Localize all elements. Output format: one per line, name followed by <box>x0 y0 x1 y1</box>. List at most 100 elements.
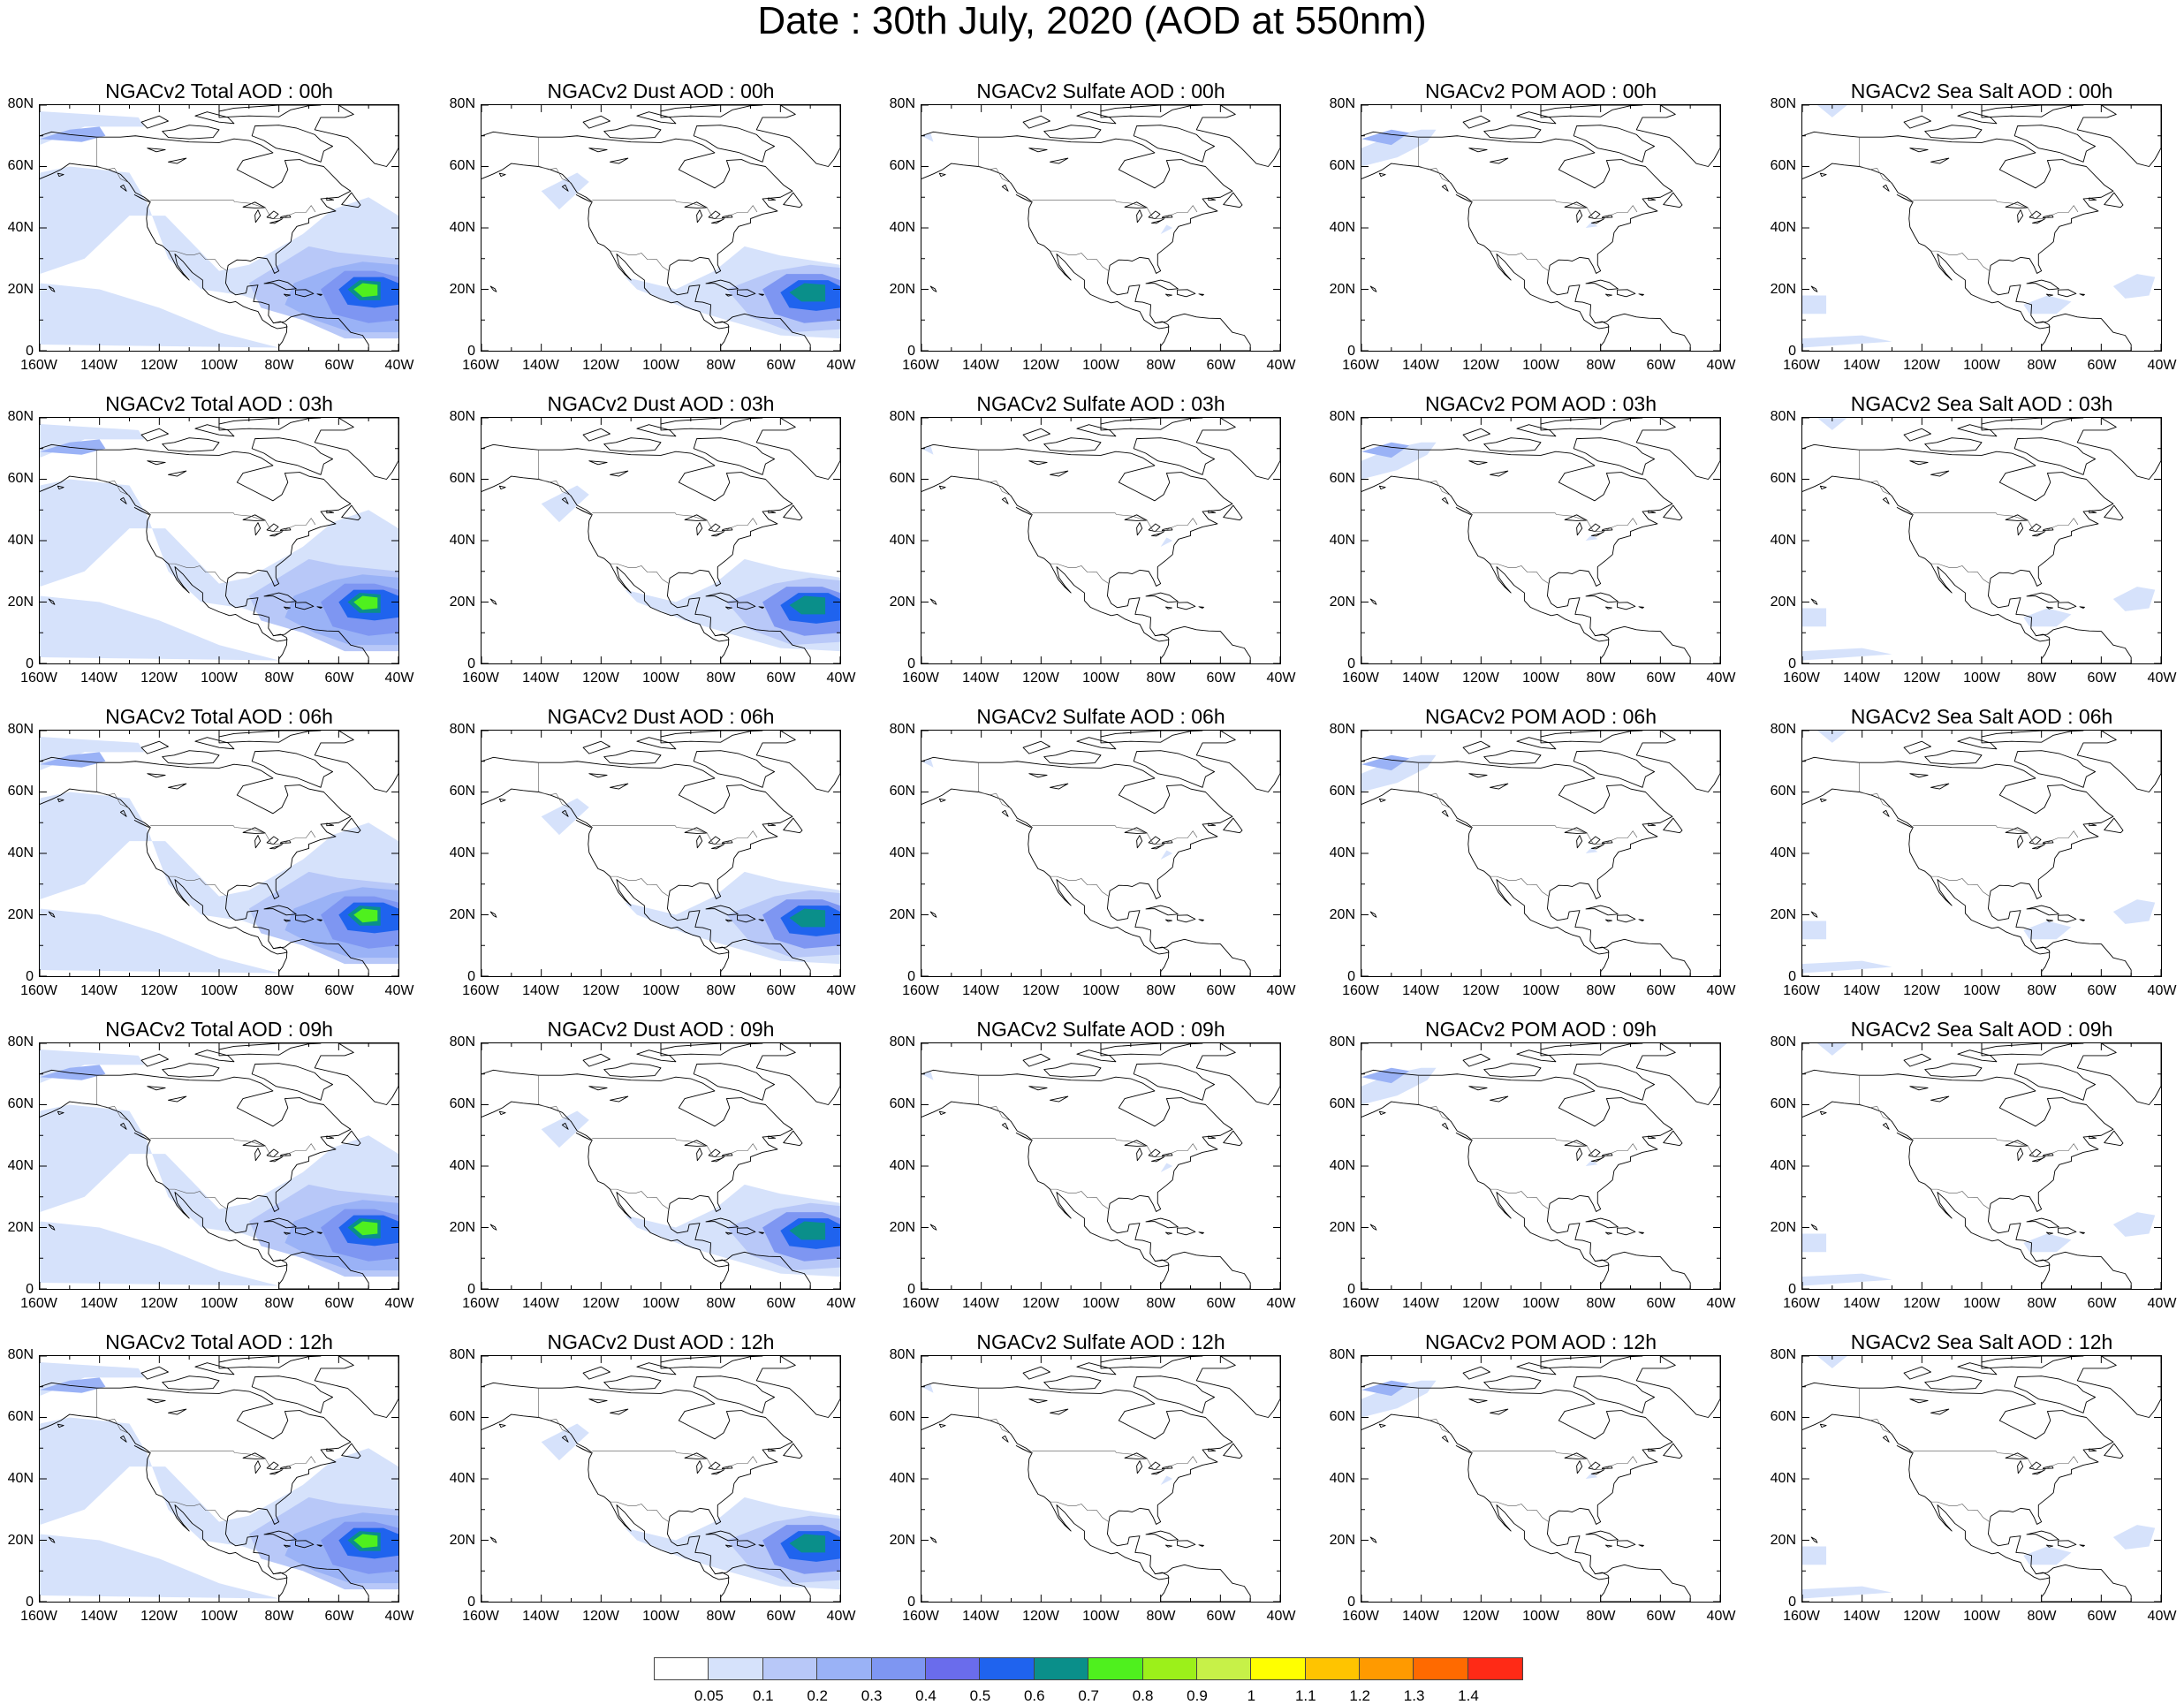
coastline-south-america <box>1154 625 1251 664</box>
political-border <box>1050 1501 1110 1523</box>
lon-label: 160W <box>902 983 939 998</box>
panel-title: NGACv2 Sulfate AOD : 09h <box>976 1018 1225 1041</box>
island-outline <box>1076 424 1117 437</box>
lat-label: 60N <box>7 471 34 486</box>
island-outline <box>1164 919 1172 922</box>
lon-label: 120W <box>1022 358 1059 373</box>
island-outline <box>1441 184 1449 192</box>
island-outline <box>2076 104 2162 167</box>
lake-outline <box>269 531 283 537</box>
island-outline <box>1043 1063 1102 1078</box>
island-outline <box>218 417 322 431</box>
lat-label: 80N <box>1329 409 1355 424</box>
island-outline <box>929 911 937 918</box>
lake-outline <box>1028 773 1048 778</box>
aod-region <box>353 1534 378 1549</box>
map-frame <box>39 104 399 352</box>
island-outline <box>1483 1375 1542 1391</box>
lon-label: 120W <box>582 358 619 373</box>
map-canvas <box>39 417 399 664</box>
island-outline <box>1573 437 1656 475</box>
map-canvas <box>481 730 841 977</box>
island-outline <box>194 737 235 750</box>
colorbar-label: 1.1 <box>1294 1687 1316 1704</box>
island-outline <box>2079 606 2085 609</box>
island-outline <box>1903 740 1931 754</box>
lat-label: 60N <box>449 1096 475 1111</box>
lake-outline <box>2017 1148 2024 1162</box>
island-outline <box>768 510 777 514</box>
island-outline <box>1441 809 1449 817</box>
political-border <box>977 1388 1012 1435</box>
political-border <box>150 200 316 219</box>
island-outline <box>2013 437 2097 475</box>
coastline <box>1801 443 2114 642</box>
island-outline <box>1903 428 1931 442</box>
lake-outline <box>269 1469 283 1475</box>
island-outline <box>1133 437 1216 475</box>
island-outline <box>1635 1042 1721 1105</box>
map-frame <box>921 1042 1281 1290</box>
political-border <box>1417 762 1452 809</box>
coastline <box>921 1069 1233 1268</box>
lon-label: 100W <box>1963 1296 2000 1311</box>
lon-label: 40W <box>384 983 414 998</box>
island-outline <box>1882 1122 1890 1130</box>
island-outline <box>295 602 315 610</box>
lake-outline <box>1151 844 1164 850</box>
lake-outline <box>1151 218 1164 224</box>
lat-label: 20N <box>1770 1533 1796 1548</box>
lat-label: 0 <box>467 344 475 359</box>
lon-label: 140W <box>962 358 999 373</box>
colorbar-label: 0.7 <box>1078 1687 1099 1704</box>
aod-region <box>2112 899 2156 924</box>
lake-outline <box>2029 1148 2042 1158</box>
island-outline <box>1208 1448 1217 1452</box>
aod-region <box>1361 1380 1437 1418</box>
island-outline <box>737 1540 756 1549</box>
lon-label: 120W <box>582 983 619 998</box>
island-outline <box>1133 750 1216 788</box>
map-frame <box>39 1042 399 1290</box>
lat-label: 60N <box>889 158 915 173</box>
lat-label: 0 <box>907 656 915 671</box>
aod-region <box>1160 224 1173 234</box>
island-outline <box>938 485 946 490</box>
political-border <box>1032 512 1198 532</box>
island-outline <box>603 125 662 140</box>
island-outline <box>314 104 399 167</box>
political-border <box>610 875 670 898</box>
lake-outline <box>269 218 283 224</box>
map-canvas <box>1801 104 2162 352</box>
island-outline <box>1896 194 1912 202</box>
lon-label: 60W <box>1206 1296 1236 1311</box>
map-panel-sulfate-1: NGACv2 Sulfate AOD : 03h 80N 60N 40N 20N 0 160… <box>882 392 1318 703</box>
map-canvas <box>921 104 1281 352</box>
lon-label: 40W <box>1266 983 1296 998</box>
map-panel-dust-1: NGACv2 Dust AOD : 03h 80N 60N 40N 20N 0 160W 14… <box>442 392 878 703</box>
island-outline <box>575 1133 591 1140</box>
colorbar-swatch <box>1414 1658 1468 1679</box>
lake-outline <box>266 210 279 220</box>
island-outline <box>1441 1435 1449 1443</box>
lake-outline <box>1148 523 1161 533</box>
island-outline <box>263 592 297 603</box>
map-panel-seasalt-0: NGACv2 Sea Salt AOD : 00h 80N 60N 40N 20N 0 16… <box>1763 80 2184 390</box>
island-outline <box>1648 510 1657 514</box>
island-outline <box>2089 822 2097 827</box>
coastline <box>1801 756 2114 955</box>
lake-outline <box>696 522 703 536</box>
island-outline <box>1015 194 1031 202</box>
lon-label: 120W <box>1022 1296 1059 1311</box>
island-outline <box>1177 1540 1196 1549</box>
lat-label: 60N <box>1770 1409 1796 1424</box>
island-outline <box>783 1130 803 1147</box>
aod-region <box>1361 1067 1437 1105</box>
map-canvas <box>481 1355 841 1603</box>
island-outline <box>498 1423 506 1428</box>
island-outline <box>929 1224 937 1231</box>
island-outline <box>140 1366 169 1380</box>
lon-label: 40W <box>826 1296 856 1311</box>
map-frame <box>39 730 399 977</box>
lat-label: 20N <box>1770 907 1796 922</box>
